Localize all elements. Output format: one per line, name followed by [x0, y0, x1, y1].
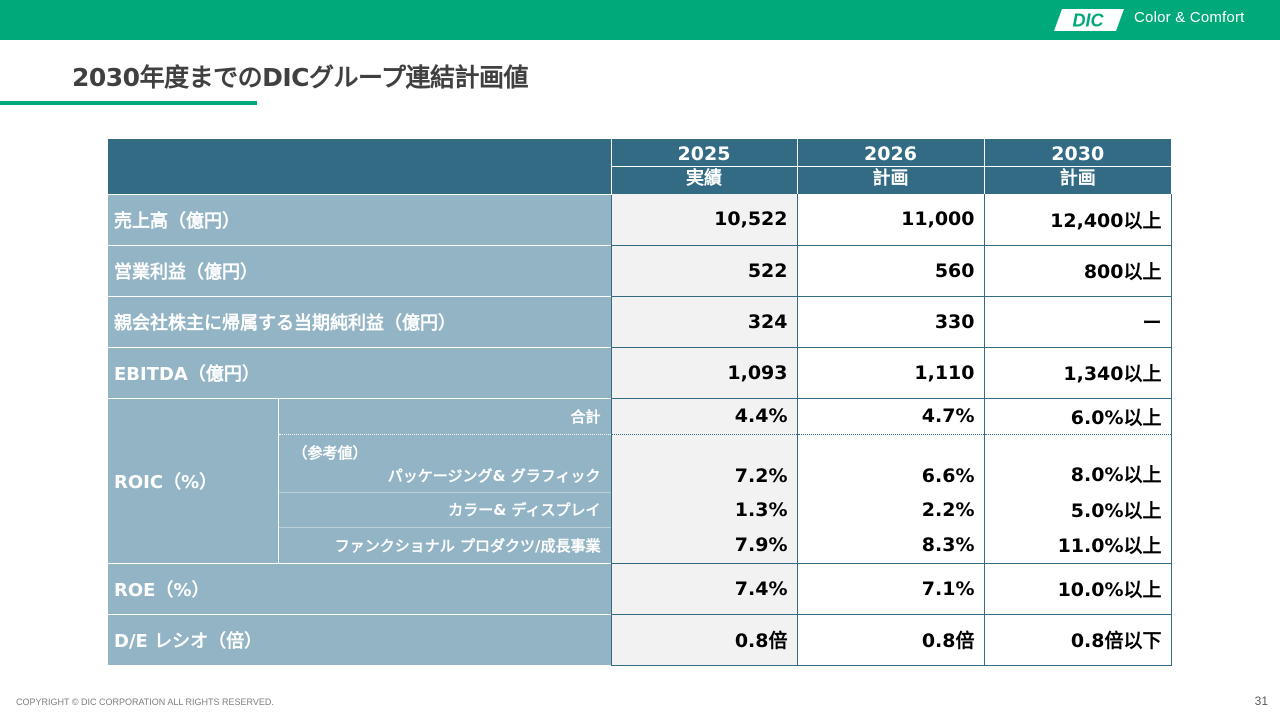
sub-label-total: 合計: [277, 397, 611, 435]
value-2026: 4.7%: [796, 398, 985, 435]
value-2026: 7.1%: [796, 563, 985, 615]
reference-label: （参考値）: [292, 443, 368, 462]
type-label: 計画: [872, 168, 909, 189]
value-2026: 330: [796, 296, 985, 348]
value-2025: 7.4%: [610, 563, 798, 615]
segment-label: パッケージング& グラフィック: [387, 466, 601, 485]
value-2030: 0.8倍以下: [983, 614, 1172, 666]
row-label: D/E レシオ（倍）: [108, 613, 611, 665]
year-label: 2026: [797, 142, 984, 167]
value-2025: 7.9%: [610, 527, 798, 564]
value-2026: 8.3%: [796, 527, 985, 564]
value-2026: 2.2%: [796, 492, 985, 527]
copyright-text: COPYRIGHT © DIC CORPORATION ALL RIGHTS R…: [16, 697, 274, 707]
table-row-roic-total: ROIC（%） 合計 4.4% 4.7% 6.0%以上: [108, 397, 1172, 563]
dic-logo: DIC: [1054, 8, 1124, 32]
table-row-de-ratio: D/E レシオ（倍） 0.8倍 0.8倍 0.8倍以下: [108, 613, 1172, 666]
value-2030: ー: [983, 296, 1172, 348]
row-label: 売上高（億円）: [108, 193, 611, 245]
row-label: 営業利益（億円）: [108, 244, 611, 296]
header-bar: DIC Color & Comfort: [0, 0, 1280, 40]
value-2025: 1.3%: [610, 492, 798, 527]
table-row-roic-packaging: （参考値） パッケージング& グラフィック 7.2% 6.6% 8.0%以上: [108, 434, 1172, 492]
table-row-operating-income: 営業利益（億円） 522 560 800以上: [108, 244, 1172, 297]
row-label: ROE（%）: [108, 562, 611, 614]
type-label: 計画: [1059, 168, 1096, 189]
value-2026: 11,000: [796, 194, 985, 246]
value-2030: 11.0%以上: [983, 527, 1172, 564]
row-label-roic: ROIC（%）: [108, 397, 278, 563]
row-label: 親会社株主に帰属する当期純利益（億円）: [108, 295, 611, 347]
dic-logo-icon: DIC: [1054, 9, 1124, 31]
value-2025: 324: [610, 296, 798, 348]
table-row-roic-color-display: カラー& ディスプレイ 1.3% 2.2% 5.0%以上: [108, 491, 1172, 527]
value-2025: 522: [610, 245, 798, 297]
table-row-sales: 売上高（億円） 10,522 11,000 12,400以上: [108, 193, 1172, 246]
logo-text: DIC: [1073, 11, 1105, 31]
page-title: 2030年度までのDICグループ連結計画値: [72, 63, 528, 92]
table-header-row: 2025 実績 2026 計画 2030 計画: [108, 139, 1171, 194]
value-2030: 10.0%以上: [983, 563, 1172, 615]
value-2030: 12,400以上: [983, 194, 1172, 246]
row-label: EBITDA（億円）: [108, 346, 611, 398]
value-2030: 6.0%以上: [983, 398, 1172, 435]
value-2026: 1,110: [796, 347, 985, 399]
value-2025: 10,522: [610, 194, 798, 246]
type-label: 実績: [686, 168, 722, 189]
brand-tagline: Color & Comfort: [1134, 9, 1245, 26]
plan-table: 2025 実績 2026 計画 2030 計画 売上高（億円） 10,522 1…: [108, 139, 1172, 666]
header-2025: 2025 実績: [610, 139, 797, 194]
sub-label-functional: ファンクショナル プロダクツ/成長事業: [277, 526, 611, 563]
table-row-roic-functional: ファンクショナル プロダクツ/成長事業 7.9% 8.3% 11.0%以上: [108, 526, 1172, 564]
value-2030: 8.0%以上: [983, 434, 1172, 492]
table-row-roe: ROE（%） 7.4% 7.1% 10.0%以上: [108, 562, 1172, 615]
value-2025: 4.4%: [610, 398, 798, 435]
table-row-ebitda: EBITDA（億円） 1,093 1,110 1,340以上: [108, 346, 1172, 399]
value-2026: 6.6%: [796, 434, 985, 492]
value-2030: 1,340以上: [983, 347, 1172, 399]
header-2026: 2026 計画: [796, 139, 984, 194]
value-2030: 800以上: [983, 245, 1172, 297]
header-2030: 2030 計画: [983, 139, 1171, 194]
header-blank: [108, 139, 611, 194]
value-2025: 0.8倍: [610, 614, 798, 666]
table-row-net-income: 親会社株主に帰属する当期純利益（億円） 324 330 ー: [108, 295, 1172, 348]
year-label: 2025: [611, 142, 797, 167]
sub-label-packaging: （参考値） パッケージング& グラフィック: [277, 434, 611, 492]
value-2025: 1,093: [610, 347, 798, 399]
year-label: 2030: [984, 142, 1171, 167]
value-2026: 0.8倍: [796, 614, 985, 666]
value-2030: 5.0%以上: [983, 492, 1172, 527]
page-number: 31: [1254, 694, 1268, 708]
title-underline: [0, 101, 257, 105]
value-2025: 7.2%: [610, 434, 798, 492]
sub-label-color-display: カラー& ディスプレイ: [277, 491, 611, 527]
value-2026: 560: [796, 245, 985, 297]
